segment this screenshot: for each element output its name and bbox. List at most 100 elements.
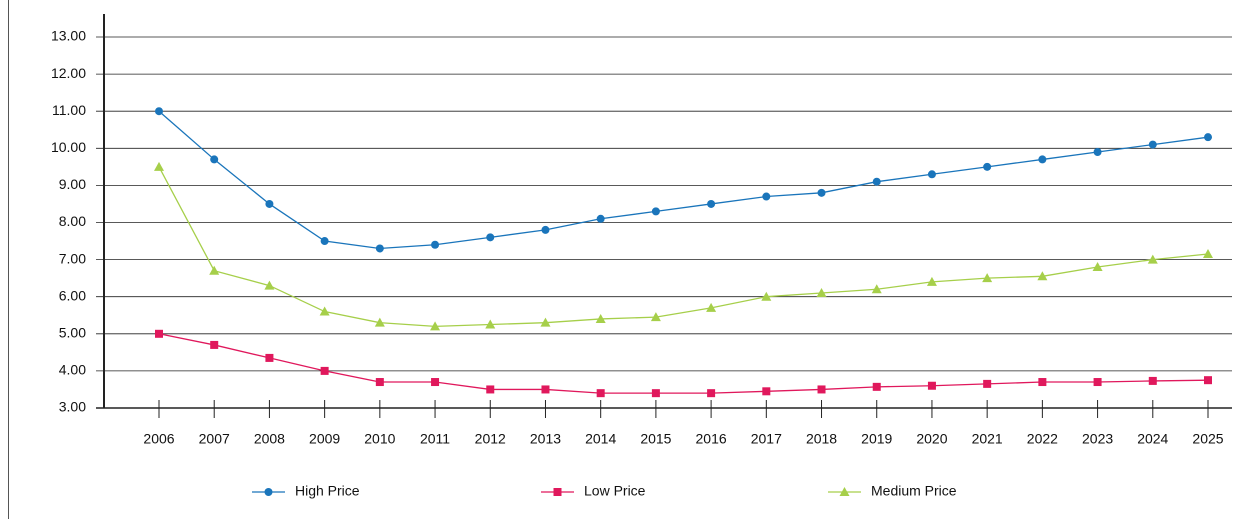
marker (320, 366, 329, 375)
marker (1093, 378, 1102, 387)
x-tick-label: 2010 (364, 431, 395, 447)
x-tick-label: 2012 (475, 431, 506, 447)
x-tick-label: 2022 (1027, 431, 1058, 447)
y-tick-label: 5.00 (59, 325, 86, 341)
marker (1204, 376, 1212, 385)
marker (1148, 140, 1157, 149)
y-tick-label: 4.00 (59, 362, 86, 378)
x-tick-label: 2017 (751, 431, 782, 447)
marker (265, 199, 274, 208)
x-tick-label: 2015 (640, 431, 671, 447)
series-line (158, 110, 1209, 250)
marker (375, 244, 384, 253)
marker (816, 287, 827, 297)
marker (485, 319, 496, 329)
marker (651, 207, 660, 216)
marker (983, 162, 992, 171)
marker (430, 321, 441, 331)
marker (761, 291, 772, 301)
marker (817, 188, 826, 197)
marker (264, 488, 273, 496)
marker (1093, 148, 1102, 157)
marker (1092, 262, 1103, 272)
marker (431, 240, 440, 249)
marker (486, 385, 495, 394)
marker (209, 265, 220, 275)
marker (1147, 254, 1158, 264)
x-tick-label: 2018 (806, 431, 837, 447)
marker (983, 379, 992, 388)
marker (264, 280, 275, 290)
marker (762, 192, 771, 201)
x-tick-label: 2023 (1082, 431, 1113, 447)
x-tick-label: 2019 (861, 431, 892, 447)
marker (982, 273, 993, 283)
marker (595, 313, 606, 323)
marker (155, 107, 163, 116)
x-tick-label: 2024 (1137, 431, 1168, 447)
marker (872, 382, 881, 391)
marker (540, 317, 551, 327)
marker (839, 487, 850, 496)
legend-label: Low Price (584, 483, 646, 499)
marker (265, 353, 274, 362)
marker (1204, 133, 1212, 142)
legend-label: High Price (295, 483, 360, 499)
marker (374, 317, 385, 327)
marker (553, 488, 562, 496)
marker (155, 329, 163, 338)
marker (1037, 271, 1048, 281)
marker (1038, 378, 1047, 387)
marker (431, 378, 440, 387)
y-tick-label: 13.00 (51, 28, 86, 44)
marker (706, 302, 717, 312)
marker (375, 378, 384, 387)
x-tick-label: 2011 (420, 431, 450, 447)
marker (926, 276, 937, 286)
marker (210, 340, 219, 349)
marker (817, 385, 826, 394)
marker (871, 284, 882, 294)
marker (1148, 376, 1157, 385)
marker (541, 385, 550, 394)
y-tick-label: 7.00 (59, 250, 86, 266)
legend-label: Medium Price (871, 483, 957, 499)
y-tick-label: 12.00 (51, 65, 86, 81)
y-tick-label: 10.00 (51, 139, 86, 155)
x-tick-label: 2016 (696, 431, 727, 447)
series-line (158, 333, 1209, 394)
series-line (158, 166, 1209, 328)
marker (707, 389, 716, 398)
x-tick-label: 2009 (309, 431, 340, 447)
marker (154, 161, 164, 171)
marker (596, 389, 605, 398)
y-tick-label: 6.00 (59, 287, 86, 303)
x-tick-label: 2008 (254, 431, 285, 447)
y-tick-label: 8.00 (59, 213, 86, 229)
x-tick-label: 2014 (585, 431, 616, 447)
marker (762, 387, 771, 396)
marker (927, 381, 936, 390)
marker (872, 177, 881, 186)
x-tick-label: 2020 (916, 431, 947, 447)
marker (486, 233, 495, 242)
marker (596, 214, 605, 223)
y-tick-label: 11.00 (52, 102, 86, 118)
y-tick-label: 3.00 (59, 399, 86, 415)
x-tick-label: 2006 (143, 431, 174, 447)
marker (1038, 155, 1047, 164)
marker (319, 306, 330, 316)
marker (707, 199, 716, 208)
x-tick-label: 2007 (199, 431, 230, 447)
marker (210, 155, 219, 164)
x-tick-label: 2025 (1192, 431, 1223, 447)
x-tick-label: 2013 (530, 431, 561, 447)
marker (1203, 249, 1213, 259)
marker (651, 389, 660, 398)
marker (320, 237, 329, 246)
x-tick-label: 2021 (972, 431, 1003, 447)
y-tick-label: 9.00 (59, 176, 86, 192)
marker (927, 170, 936, 179)
marker (541, 225, 550, 234)
